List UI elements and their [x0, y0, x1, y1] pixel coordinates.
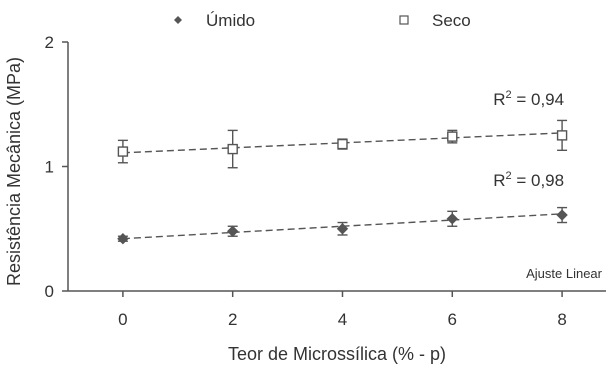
- data-point-seco: [117, 146, 129, 157]
- legend-label: Úmido: [206, 11, 255, 30]
- x-tick-label: 2: [228, 310, 237, 329]
- data-point-umido: [226, 225, 239, 237]
- x-tick-label: 6: [448, 310, 457, 329]
- x-axis-title: Teor de Microssílica (% - p): [228, 344, 446, 364]
- data-point-seco: [227, 143, 238, 155]
- data-point-umido: [117, 233, 129, 245]
- data-point-umido: [556, 209, 568, 221]
- fit-line-0: [122, 213, 563, 240]
- x-tick-label: 8: [557, 310, 566, 329]
- x-tick-label: 0: [118, 310, 127, 329]
- y-axis-title: Resistência Mecânica (MPa): [4, 57, 24, 286]
- r-squared-label: R2 = 0,94: [493, 89, 564, 109]
- axes: [67, 42, 606, 292]
- data-point-seco: [447, 131, 458, 142]
- legend-marker-seco: [399, 15, 409, 25]
- legend-label: Seco: [432, 11, 471, 30]
- annotations: R2 = 0,98 R2 = 0,94: [493, 89, 564, 190]
- y-tick-label: 0: [45, 282, 54, 301]
- fit-lines: [122, 132, 563, 240]
- data-point-seco: [337, 138, 348, 150]
- x-tick-label: 4: [338, 310, 347, 329]
- y-tick-label: 2: [45, 33, 54, 52]
- data-points: [117, 130, 568, 245]
- fit-line-1: [122, 132, 563, 154]
- data-point-seco: [556, 130, 568, 141]
- fit-note: Ajuste Linear: [526, 266, 603, 281]
- ticks: 0 2 4 6 8 0 1 2: [45, 33, 567, 329]
- y-tick-label: 1: [45, 158, 54, 177]
- legend-marker-umido: [174, 16, 182, 24]
- legend: Úmido Seco: [174, 11, 471, 30]
- data-point-umido: [446, 213, 458, 225]
- data-point-umido: [336, 223, 349, 235]
- r-squared-label: R2 = 0,98: [493, 170, 564, 190]
